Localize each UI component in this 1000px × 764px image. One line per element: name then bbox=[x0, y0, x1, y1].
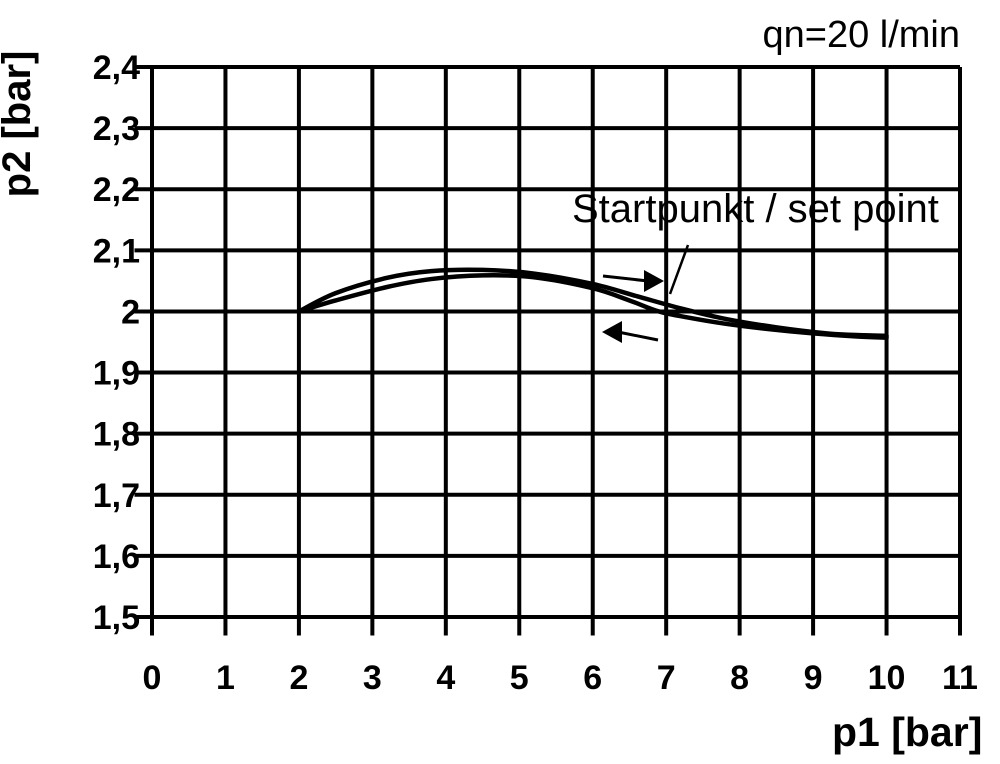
svg-text:1,6: 1,6 bbox=[93, 538, 140, 576]
svg-text:2: 2 bbox=[289, 659, 308, 697]
svg-text:1,7: 1,7 bbox=[93, 477, 140, 515]
svg-text:Startpunkt / set point: Startpunkt / set point bbox=[572, 187, 939, 231]
svg-text:7: 7 bbox=[657, 659, 676, 697]
svg-text:9: 9 bbox=[804, 659, 823, 697]
svg-text:p1 [bar]: p1 [bar] bbox=[832, 709, 982, 755]
svg-text:2,1: 2,1 bbox=[93, 232, 140, 270]
svg-text:1: 1 bbox=[216, 659, 235, 697]
svg-text:8: 8 bbox=[730, 659, 749, 697]
svg-text:11: 11 bbox=[942, 659, 978, 697]
svg-text:10: 10 bbox=[868, 659, 906, 697]
svg-text:qn=20 l/min: qn=20 l/min bbox=[762, 14, 960, 56]
svg-text:0: 0 bbox=[143, 659, 162, 697]
svg-text:1,8: 1,8 bbox=[93, 416, 140, 454]
svg-text:2,2: 2,2 bbox=[93, 171, 140, 209]
svg-text:4: 4 bbox=[436, 659, 455, 697]
svg-text:6: 6 bbox=[583, 659, 602, 697]
svg-text:5: 5 bbox=[510, 659, 529, 697]
svg-text:p2 [bar]: p2 [bar] bbox=[0, 51, 39, 198]
svg-text:1,5: 1,5 bbox=[93, 599, 140, 637]
svg-text:2: 2 bbox=[121, 293, 140, 331]
svg-text:2,3: 2,3 bbox=[93, 110, 140, 148]
svg-text:3: 3 bbox=[363, 659, 382, 697]
svg-text:1,9: 1,9 bbox=[93, 355, 140, 393]
svg-text:2,4: 2,4 bbox=[93, 49, 140, 87]
